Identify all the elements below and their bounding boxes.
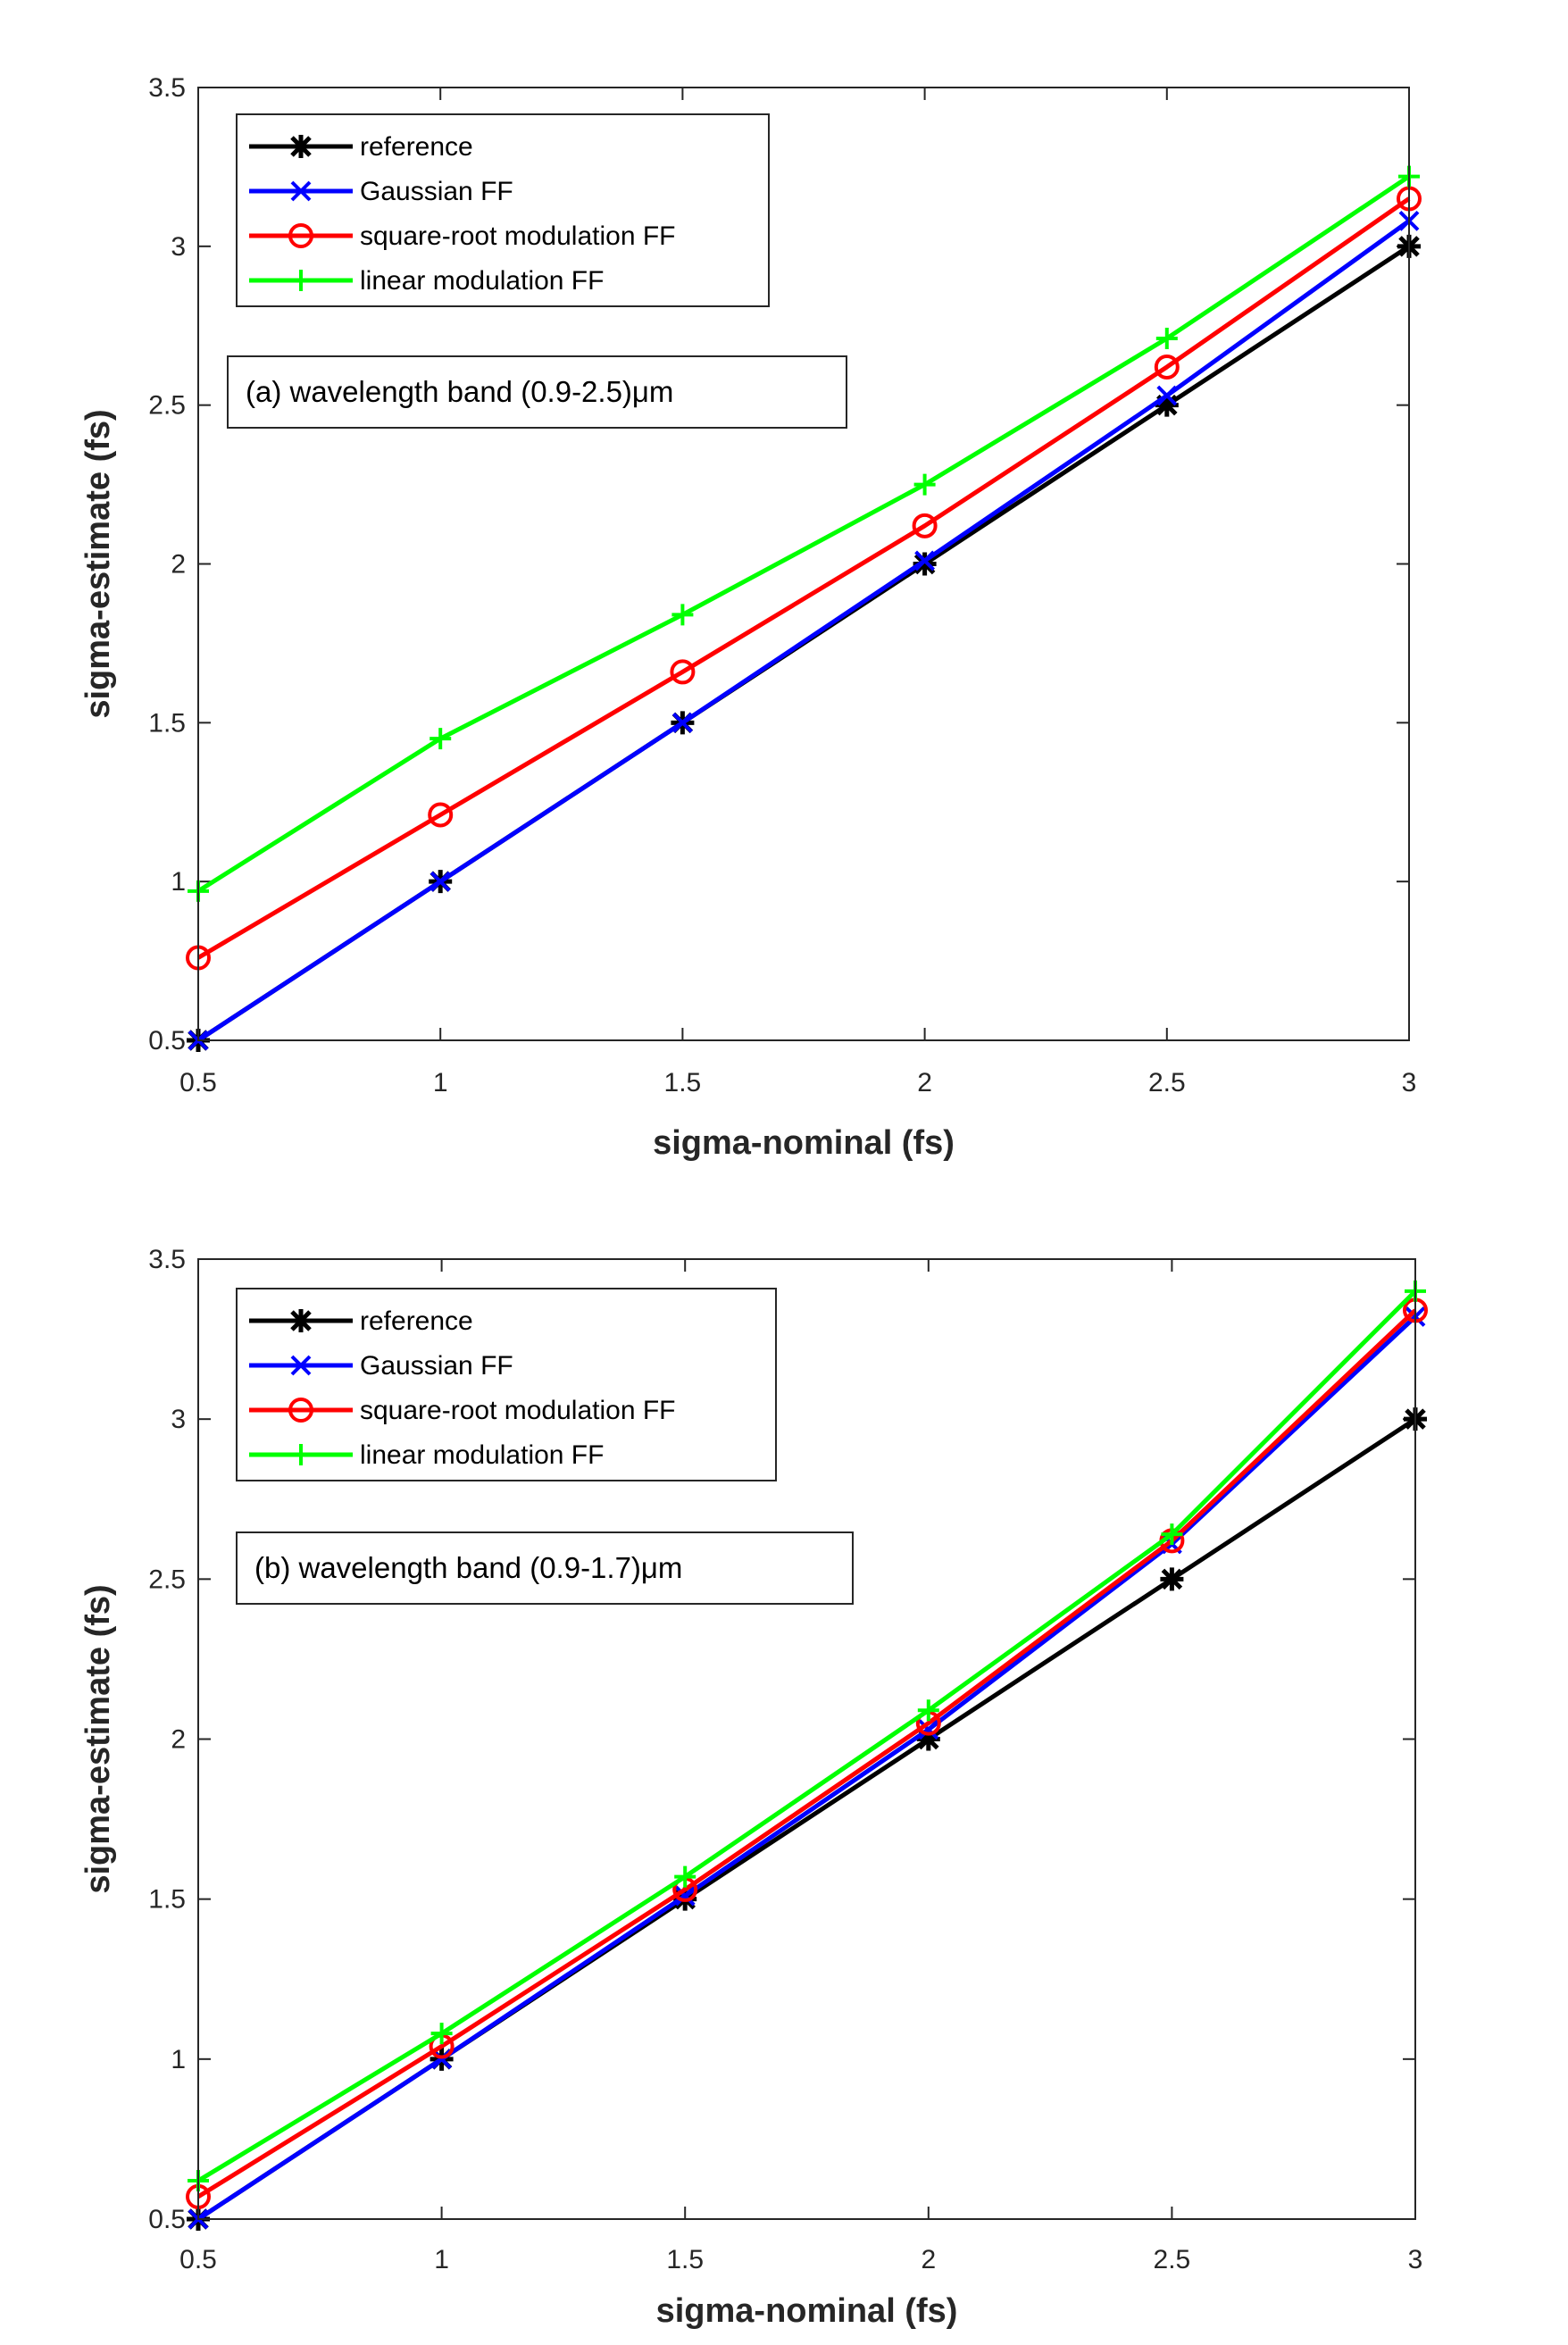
x-tick-label: 3 — [1408, 2245, 1423, 2274]
data-point — [1154, 354, 1180, 380]
x-axis-label: sigma-nominal (fs) — [656, 2292, 958, 2330]
y-tick-label: 0.5 — [148, 1026, 186, 1056]
legend-label: Gaussian FF — [360, 177, 513, 206]
y-tick-label: 3 — [171, 1405, 186, 1434]
legend-marker — [289, 1309, 313, 1332]
y-tick-label: 2 — [171, 550, 186, 580]
x-tick-label: 1.5 — [666, 2245, 704, 2274]
y-axis-label: sigma-estimate (fs) — [79, 409, 117, 718]
x-tick-label: 1 — [433, 1068, 448, 1097]
series-line-square-root-modulation-ff — [196, 196, 1411, 960]
chart-b: 0.5 1 1.5 2 2.5 3 0.5 1 1.5 2 2.5 3 3.5 sigma-nominal… — [79, 1245, 1428, 2330]
y-tick-label: 3.5 — [148, 1245, 186, 1274]
legend-label: Gaussian FF — [360, 1351, 513, 1381]
data-point — [917, 1699, 939, 1722]
legend-entry: reference — [249, 1306, 473, 1336]
series-line-linear-modulation-ff — [196, 1289, 1417, 2183]
data-point — [674, 1885, 696, 1907]
legend-label: square-root modulation FF — [360, 1396, 676, 1425]
data-point — [913, 473, 936, 496]
legend-marker — [290, 270, 312, 291]
y-tick-label: 2 — [171, 1725, 186, 1755]
x-tick-label: 2.5 — [1154, 2245, 1191, 2274]
axes-frame — [197, 1258, 1416, 2220]
data-point — [916, 1727, 940, 1751]
chart-a: 0.5 1 1.5 2 2.5 3 0.5 1 1.5 2 2.5 3 3.5 sigma-nominal… — [79, 73, 1422, 1162]
data-point — [913, 552, 937, 576]
legend-entry: square-root modulation FF — [249, 1396, 676, 1425]
x-axis-label: sigma-nominal (fs) — [653, 1124, 955, 1162]
x-tick-label: 2.5 — [1148, 1068, 1186, 1097]
y-tick-label: 3.5 — [148, 73, 186, 103]
x-tick-label: 2 — [921, 2245, 936, 2274]
y-tick-label: 1.5 — [148, 708, 186, 738]
y-tick-label: 3 — [171, 232, 186, 262]
legend: reference Gaussian FF square-root modulati… — [236, 1288, 777, 1481]
series-line-gaussian-ff — [196, 219, 1411, 1043]
legend: reference Gaussian FF square-root modulati… — [236, 113, 770, 307]
legend-label: linear modulation FF — [360, 1440, 604, 1470]
y-tick-label: 0.5 — [148, 2205, 186, 2234]
x-tick-label: 1 — [434, 2245, 449, 2274]
legend-marker — [290, 1444, 312, 1465]
legend-marker — [288, 223, 313, 248]
data-point — [671, 712, 693, 733]
legend-marker — [289, 135, 313, 158]
y-tick-label: 2.5 — [148, 391, 186, 421]
data-point — [1160, 1567, 1184, 1591]
x-tick-label: 0.5 — [179, 1068, 217, 1097]
legend-label: square-root modulation FF — [360, 221, 676, 251]
data-point — [428, 802, 454, 828]
legend-entry: reference — [249, 132, 473, 162]
legend-marker — [290, 180, 312, 202]
data-point — [1155, 327, 1178, 349]
data-point — [671, 604, 694, 626]
series-line-linear-modulation-ff — [196, 174, 1411, 893]
data-point — [918, 1719, 939, 1740]
x-tick-label: 1.5 — [664, 1068, 702, 1097]
data-point — [1156, 385, 1178, 406]
legend-entry: linear modulation FF — [249, 1440, 604, 1470]
x-tick-label: 2 — [917, 1068, 932, 1097]
legend-label: reference — [360, 132, 473, 162]
y-tick-label: 2.5 — [148, 1565, 186, 1594]
data-point — [914, 550, 936, 572]
x-tick-label: 3 — [1402, 1068, 1417, 1097]
legend-label: linear modulation FF — [360, 266, 604, 296]
x-tick-label: 0.5 — [179, 2245, 217, 2274]
data-point — [430, 871, 451, 892]
legend-entry: Gaussian FF — [249, 177, 513, 206]
annotation-box — [227, 355, 847, 429]
legend-entry: Gaussian FF — [249, 1351, 513, 1381]
series-line-gaussian-ff — [196, 1314, 1417, 2222]
data-point — [670, 659, 696, 685]
data-point — [1161, 1523, 1183, 1546]
annotation-text: (b) wavelength band (0.9-1.7)μm — [254, 1551, 682, 1584]
y-tick-label: 1 — [171, 867, 186, 897]
series-line-square-root-modulation-ff — [196, 1308, 1417, 2199]
annotation-box — [236, 1531, 854, 1605]
y-axis-label: sigma-estimate (fs) — [79, 1584, 117, 1893]
data-point — [430, 728, 452, 750]
data-point — [430, 2023, 453, 2045]
data-point — [674, 1865, 696, 1888]
data-point — [912, 513, 938, 538]
legend-marker — [290, 1355, 312, 1376]
legend-label: reference — [360, 1306, 473, 1336]
data-point — [1155, 393, 1179, 417]
axes-frame — [197, 87, 1410, 1041]
legend-entry: square-root modulation FF — [249, 221, 676, 251]
annotation-text: (a) wavelength band (0.9-2.5)μm — [246, 375, 673, 408]
legend-marker — [288, 1398, 313, 1423]
y-tick-label: 1 — [171, 2045, 186, 2074]
legend-entry: linear modulation FF — [249, 266, 604, 296]
y-tick-label: 1.5 — [148, 1885, 186, 1915]
